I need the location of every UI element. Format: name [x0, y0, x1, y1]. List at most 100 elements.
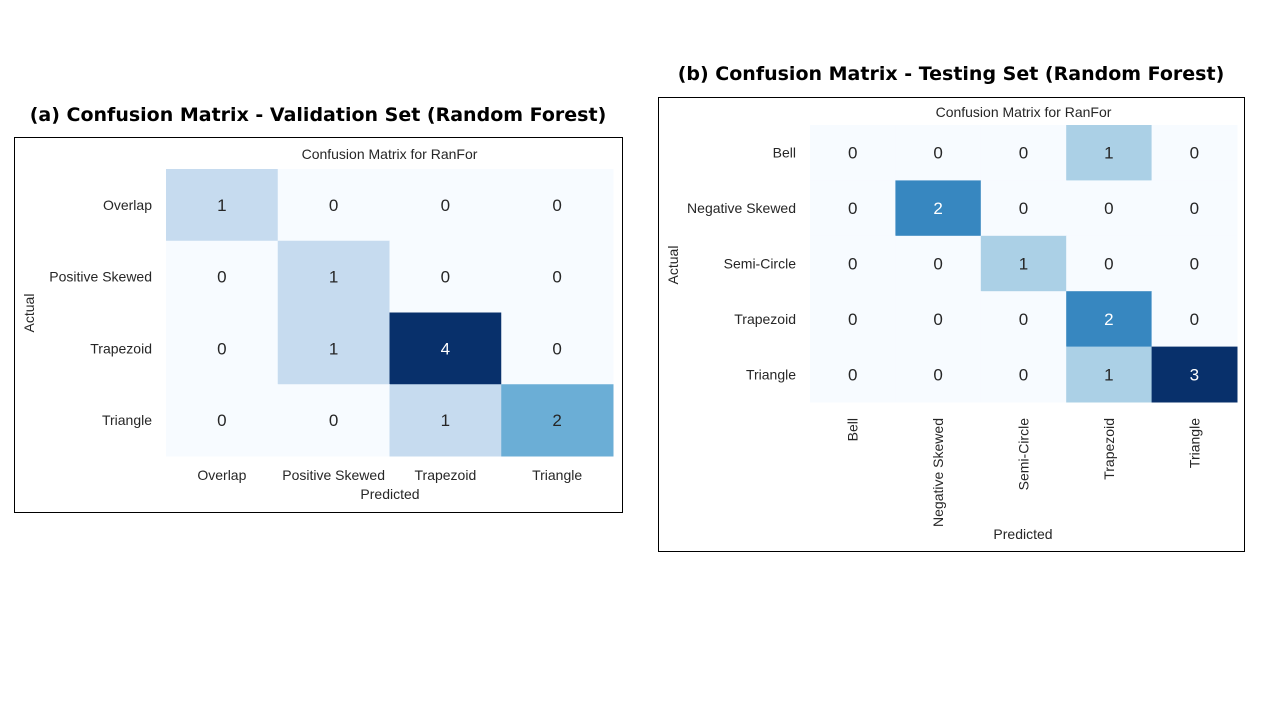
heatmap-cell [501, 312, 614, 385]
y-axis-label: Actual [665, 246, 681, 285]
cell-value-label: 0 [217, 268, 226, 287]
y-tick-label: Trapezoid [734, 311, 796, 327]
cell-value-label: 0 [441, 196, 450, 215]
cell-value-label: 0 [848, 199, 857, 218]
y-tick-label: Triangle [746, 366, 796, 382]
validation-chart-frame: Confusion Matrix for RanFor 1 0 0 0 0 1 0 0 0 1 4 0 0… [14, 137, 623, 513]
heatmap-cell [1066, 291, 1153, 348]
cell-value-label: 2 [552, 411, 561, 430]
x-tick-label: Negative Skewed [930, 418, 946, 527]
cell-value-label: 1 [1104, 144, 1113, 163]
cell-value-label: 0 [933, 310, 942, 329]
x-tick-label: Trapezoid [1101, 418, 1117, 480]
cell-value-label: 2 [1104, 310, 1113, 329]
y-axis-label: Actual [21, 294, 37, 333]
heatmap-cell [1066, 346, 1153, 403]
cell-value-label: 3 [1190, 365, 1199, 384]
heatmap-cell [277, 384, 390, 457]
heatmap-cell [166, 169, 279, 242]
cell-value-label: 1 [1019, 255, 1028, 274]
heatmap-cell [895, 291, 982, 348]
matrix-title: Confusion Matrix for RanFor [936, 104, 1112, 120]
cell-value-label: 0 [848, 144, 857, 163]
heatmap-cell [1151, 291, 1238, 348]
y-tick-label: Semi-Circle [724, 256, 797, 272]
heatmap-cell [166, 384, 279, 457]
cell-value-label: 0 [848, 255, 857, 274]
cell-value-label: 0 [552, 339, 561, 358]
cell-value-label: 1 [329, 339, 338, 358]
cell-value-label: 1 [441, 411, 450, 430]
cell-value-label: 0 [848, 365, 857, 384]
heatmap-cell [277, 169, 390, 242]
x-axis-label: Predicted [360, 486, 419, 502]
y-tick-label: Negative Skewed [687, 200, 796, 216]
x-tick-label: Trapezoid [415, 467, 477, 483]
heatmap-cell [277, 312, 390, 385]
heatmap-cell [1151, 125, 1238, 181]
cell-value-label: 0 [329, 196, 338, 215]
cell-value-label: 0 [217, 411, 226, 430]
heatmap-cell [389, 169, 502, 242]
heatmap-cell [389, 312, 502, 385]
x-tick-label: Semi-Circle [1016, 418, 1032, 491]
heatmap-cell [895, 125, 982, 181]
heatmap-cell [166, 312, 279, 385]
heatmap-cell [1066, 180, 1153, 237]
heatmap-cell [980, 346, 1067, 403]
cell-value-label: 0 [552, 196, 561, 215]
y-tick-label: Overlap [103, 197, 152, 213]
heatmap-cell [810, 125, 896, 181]
heatmap-cell [277, 240, 390, 313]
heatmap-cell [810, 180, 896, 237]
cell-value-label: 0 [1019, 199, 1028, 218]
cell-value-label: 0 [933, 365, 942, 384]
panel-b-title: (b) Confusion Matrix - Testing Set (Rand… [677, 63, 1225, 85]
heatmap-cell [1066, 235, 1153, 292]
testing-confusion-matrix: Confusion Matrix for RanFor 0 0 0 1 0 0 2 0 0 0 0 0 1… [665, 104, 1238, 542]
cell-value-label: 1 [217, 196, 226, 215]
heatmap-cell [810, 235, 896, 292]
heatmap-cell [980, 235, 1067, 292]
heatmap-cell [166, 240, 279, 313]
x-tick-label: Positive Skewed [282, 467, 385, 483]
cell-value-label: 0 [933, 255, 942, 274]
heatmap-cell [1066, 125, 1153, 181]
panel-a-title: (a) Confusion Matrix - Validation Set (R… [29, 104, 607, 126]
x-tick-label: Triangle [1186, 418, 1202, 468]
cell-value-label: 0 [933, 144, 942, 163]
heatmap-cell [389, 240, 502, 313]
heatmap-cell [980, 125, 1067, 181]
testing-chart-frame: Confusion Matrix for RanFor 0 0 0 1 0 0 2 0 0 0 0 0 1… [658, 97, 1245, 552]
cell-value-label: 0 [1019, 365, 1028, 384]
heatmap-cell [810, 346, 896, 403]
heatmap-cell [501, 169, 614, 242]
heatmap-cell [1151, 180, 1238, 237]
heatmap-cell [895, 346, 982, 403]
cell-value-label: 0 [1190, 144, 1199, 163]
cell-value-label: 0 [441, 268, 450, 287]
heatmap-cell [501, 384, 614, 457]
cell-value-label: 1 [1104, 365, 1113, 384]
cell-value-label: 0 [329, 411, 338, 430]
validation-confusion-matrix: Confusion Matrix for RanFor 1 0 0 0 0 1 0 0 0 1 4 0 0… [21, 146, 614, 502]
cell-value-label: 0 [1104, 255, 1113, 274]
cell-value-label: 2 [933, 199, 942, 218]
cell-value-label: 0 [1019, 310, 1028, 329]
cell-value-label: 0 [1104, 199, 1113, 218]
y-tick-label: Triangle [102, 412, 152, 428]
heatmap-cell [1151, 346, 1238, 403]
heatmap-cell [1151, 235, 1238, 292]
heatmap-cell [980, 291, 1067, 348]
cell-value-label: 1 [329, 268, 338, 287]
heatmap-cell [389, 384, 502, 457]
y-tick-label: Bell [773, 145, 796, 161]
cell-value-label: 0 [1190, 199, 1199, 218]
heatmap-cell [895, 235, 982, 292]
heatmap-cell [980, 180, 1067, 237]
cell-value-label: 0 [1190, 255, 1199, 274]
cell-value-label: 4 [441, 339, 450, 358]
heatmap-cell [810, 291, 896, 348]
matrix-title: Confusion Matrix for RanFor [302, 146, 478, 162]
y-tick-label: Trapezoid [90, 340, 152, 356]
